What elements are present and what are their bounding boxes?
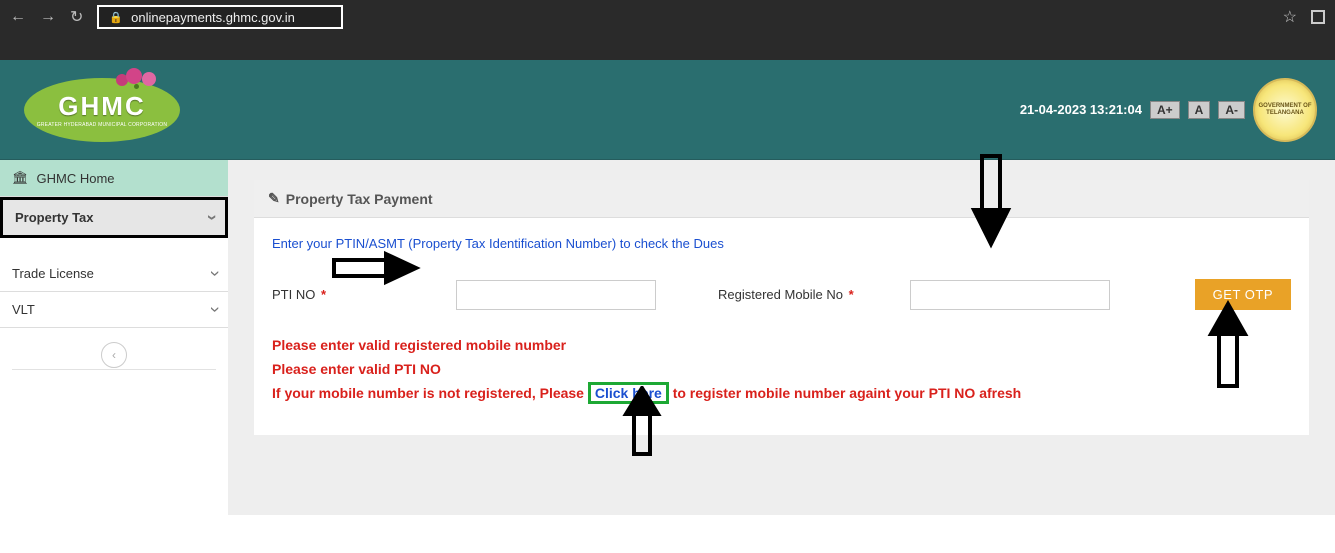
sidebar-item-label: Property Tax [15,210,94,225]
error-mobile: Please enter valid registered mobile num… [272,334,1291,358]
page-header: GHMC GREATER HYDERABAD MUNICIPAL CORPORA… [0,60,1335,160]
ghmc-logo[interactable]: GHMC GREATER HYDERABAD MUNICIPAL CORPORA… [24,78,180,142]
lock-icon: 🔒 [109,11,123,24]
sidebar-home-label: GHMC Home [37,171,115,186]
address-bar[interactable]: 🔒 onlinepayments.ghmc.gov.in [97,5,343,29]
font-normal-button[interactable]: A [1188,101,1211,119]
font-decrease-button[interactable]: A- [1218,101,1245,119]
url-text: onlinepayments.ghmc.gov.in [131,10,295,25]
header-datetime: 21-04-2023 13:21:04 [1020,102,1142,117]
property-tax-panel: ✎ Property Tax Payment Enter your PTIN/A… [254,180,1309,435]
panel-icon[interactable] [1311,10,1325,24]
star-icon[interactable]: ☆ [1283,7,1297,27]
sidebar-item-label: VLT [12,302,35,317]
sidebar-item-label: Trade License [12,266,94,281]
browser-chrome: ← → ↻ 🔒 onlinepayments.ghmc.gov.in ☆ [0,0,1335,34]
logo-subtext: GREATER HYDERABAD MUNICIPAL CORPORATION [37,122,167,128]
sidebar-item-home[interactable]: 🏛 GHMC Home [0,160,228,197]
register-link[interactable]: Click here [588,382,669,404]
pti-input[interactable] [456,280,656,310]
govt-seal-icon: GOVERNMENT OF TELANGANA [1253,78,1317,142]
edit-icon: ✎ [268,190,280,207]
font-increase-button[interactable]: A+ [1150,101,1180,119]
bank-icon: 🏛 [12,170,29,186]
sidebar: 🏛 GHMC Home Property Tax Trade License V… [0,160,228,515]
main-content: ✎ Property Tax Payment Enter your PTIN/A… [228,160,1335,515]
panel-instruction: Enter your PTIN/ASMT (Property Tax Ident… [272,236,1291,251]
get-otp-button[interactable]: GET OTP [1195,279,1291,310]
panel-title: ✎ Property Tax Payment [254,180,1309,218]
mobile-label: Registered Mobile No * [718,287,854,302]
page-layout: 🏛 GHMC Home Property Tax Trade License V… [0,160,1335,515]
tabstrip-gap [0,34,1335,60]
logo-flowers-icon [114,68,164,94]
mobile-input[interactable] [910,280,1110,310]
sidebar-item-property-tax[interactable]: Property Tax [0,197,228,238]
sidebar-collapse-button[interactable]: ‹ [101,342,127,368]
sidebar-item-trade-license[interactable]: Trade License [0,256,228,292]
error-register: If your mobile number is not registered,… [272,382,1291,406]
back-icon[interactable]: ← [10,8,26,26]
reload-icon[interactable]: ↻ [70,7,83,27]
pti-label: PTI NO * [272,287,326,302]
logo-text: GHMC [58,91,145,122]
form-row: PTI NO * Registered Mobile No * GET OTP [272,279,1291,310]
sidebar-item-vlt[interactable]: VLT [0,292,228,328]
forward-icon[interactable]: → [40,8,56,26]
error-pti: Please enter valid PTI NO [272,358,1291,382]
